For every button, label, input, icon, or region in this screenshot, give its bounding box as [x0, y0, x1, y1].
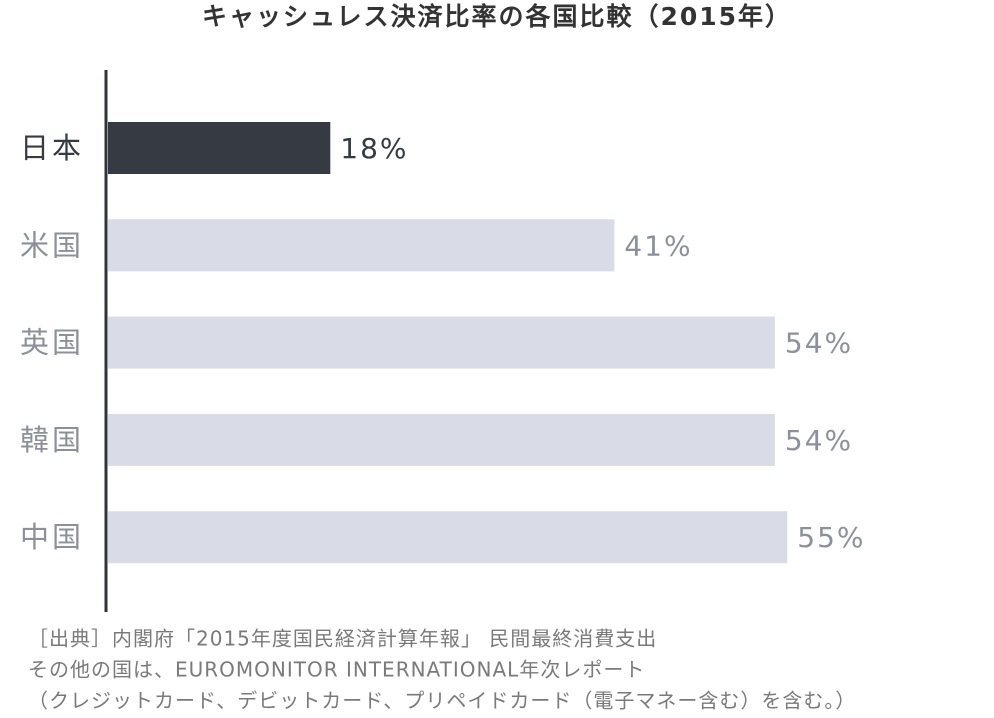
- y-tick-label: 米国: [20, 228, 84, 262]
- y-tick-label: 中国: [20, 520, 84, 554]
- y-tick-label: 韓国: [20, 423, 84, 457]
- value-label: 55%: [797, 521, 865, 554]
- y-tick-label: 英国: [20, 326, 84, 360]
- bar: [108, 122, 331, 174]
- value-label: 41%: [624, 229, 692, 262]
- value-label: 54%: [785, 424, 853, 457]
- bar: [108, 413, 775, 466]
- bar: [108, 219, 615, 272]
- bar: [108, 511, 788, 564]
- source-note: ［出典］内閣府「2015年度国民経済計算年報」 民間最終消費支出: [28, 627, 657, 651]
- y-tick-label: 日本: [20, 131, 84, 165]
- source-note: その他の国は、EUROMONITOR INTERNATIONAL年次レポート: [28, 658, 645, 682]
- source-note: （クレジットカード、デビットカード、プリペイドカード（電子マネー含む）を含む。）: [28, 689, 856, 713]
- chart-title: キャッシュレス決済比率の各国比較（2015年）: [202, 2, 792, 31]
- value-label: 18%: [340, 132, 408, 165]
- value-label: 54%: [785, 327, 853, 360]
- bar: [108, 316, 775, 369]
